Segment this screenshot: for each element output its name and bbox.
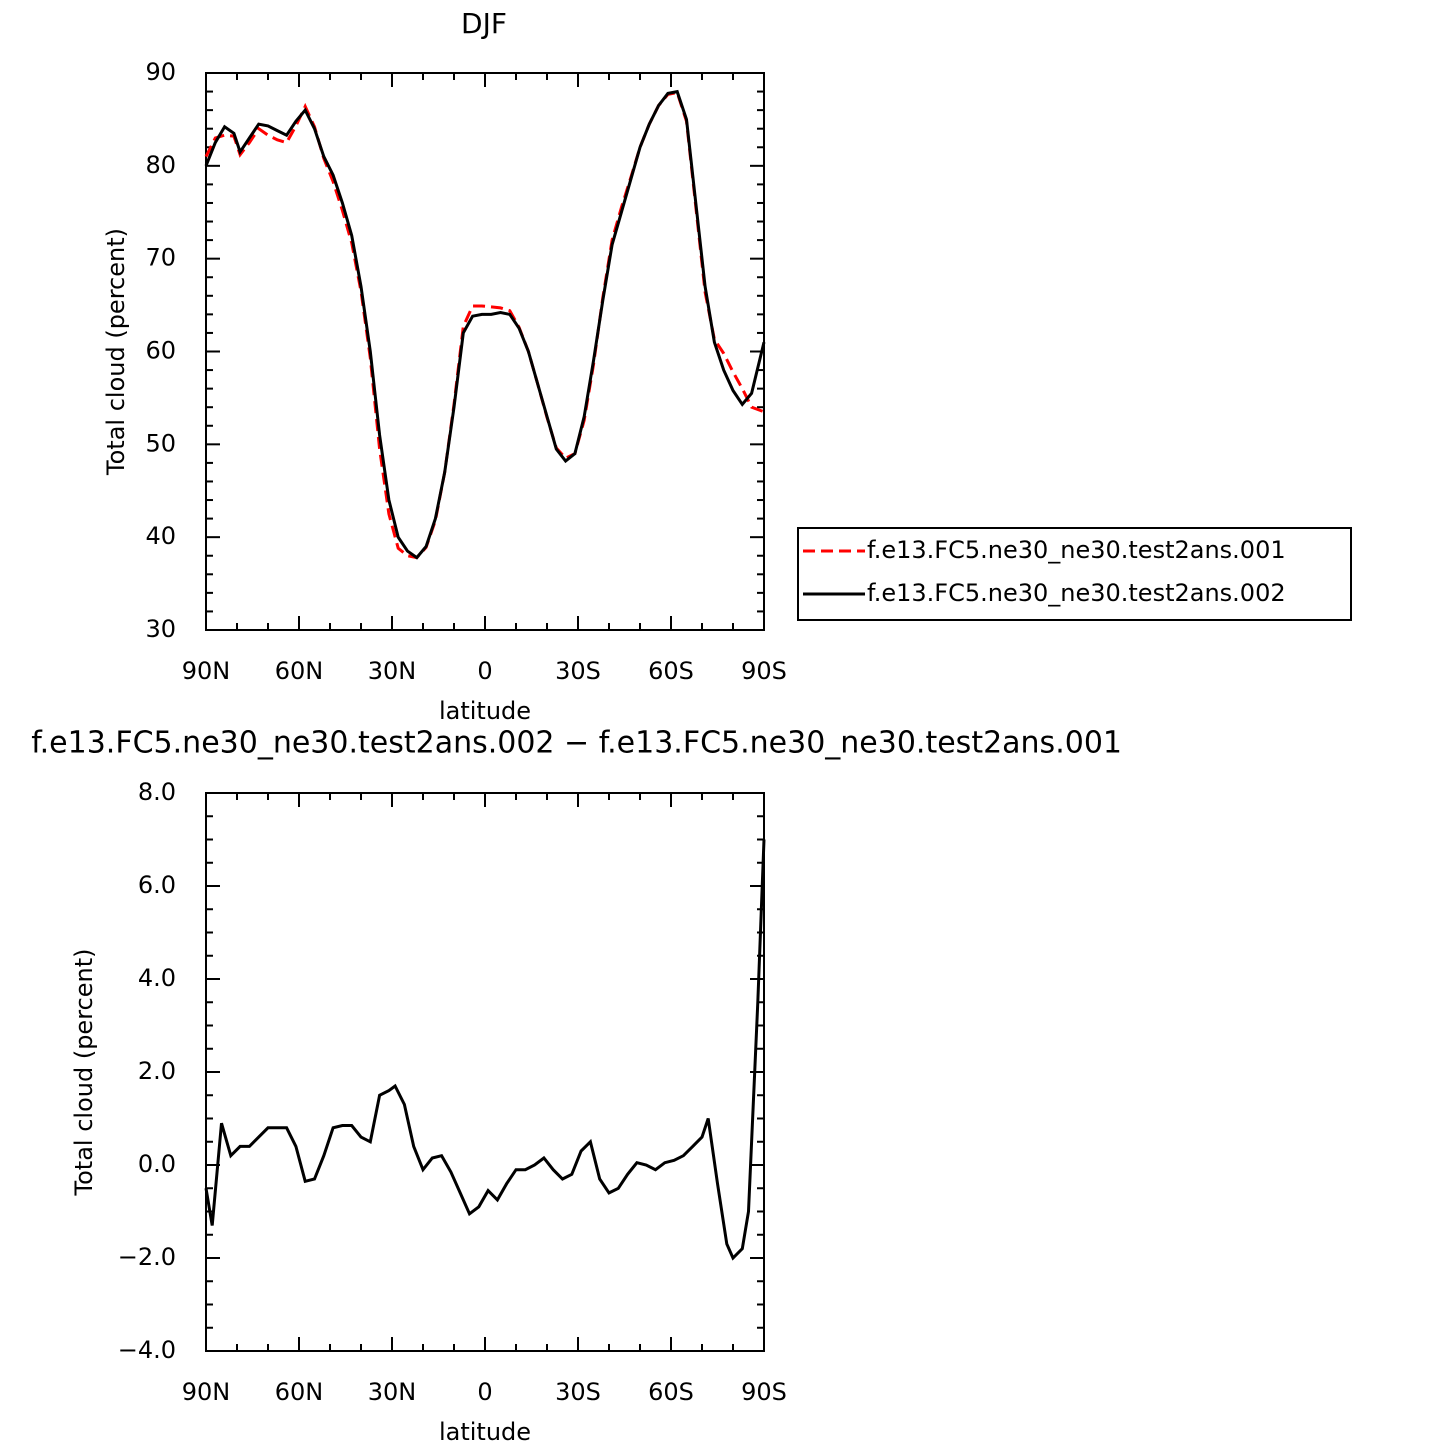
x-tick-label: 60S [648, 1378, 694, 1406]
data-line [204, 90, 765, 560]
plot-frame [205, 72, 765, 631]
x-tick-label: 60N [275, 1378, 324, 1406]
data-line [204, 839, 766, 1261]
y-tick-label: 80 [145, 151, 176, 179]
y-tick-label: 6.0 [138, 871, 176, 899]
y-tick-label: 60 [145, 337, 176, 365]
y-tick-label: 90 [145, 58, 176, 86]
legend-label: f.e13.FC5.ne30_ne30.test2ans.002 [867, 579, 1286, 607]
x-tick-label: 60N [275, 657, 324, 685]
y-tick-label: 30 [145, 615, 176, 643]
x-tick-label: 90N [182, 1378, 231, 1406]
y-tick-label: 4.0 [138, 964, 176, 992]
y-tick-label: 2.0 [138, 1057, 176, 1085]
legend-box [797, 527, 1352, 621]
x-tick-label: 0 [477, 1378, 492, 1406]
x-tick-label: 60S [648, 657, 694, 685]
y-tick-label: 70 [145, 244, 176, 272]
y-tick-label: 0.0 [138, 1150, 176, 1178]
x-axis-label: latitude [439, 697, 531, 725]
y-tick-label: 8.0 [138, 778, 176, 806]
x-tick-label: 0 [477, 657, 492, 685]
y-axis-label: Total cloud (percent) [70, 949, 98, 1197]
chart-title: DJF [461, 7, 507, 40]
x-tick-label: 30N [368, 1378, 417, 1406]
x-axis-label: latitude [439, 1418, 531, 1446]
y-tick-label: 50 [145, 429, 176, 457]
x-tick-label: 90S [741, 657, 787, 685]
x-tick-label: 30S [555, 657, 601, 685]
x-tick-label: 30N [368, 657, 417, 685]
chart-title: f.e13.FC5.ne30_ne30.test2ans.002 − f.e13… [31, 726, 1122, 761]
data-line [204, 89, 766, 560]
y-tick-label: 40 [145, 522, 176, 550]
x-tick-label: 90N [182, 657, 231, 685]
plot-frame [205, 792, 765, 1352]
x-tick-label: 90S [741, 1378, 787, 1406]
legend-label: f.e13.FC5.ne30_ne30.test2ans.001 [867, 536, 1286, 564]
y-tick-label: −4.0 [118, 1336, 176, 1364]
y-tick-label: −2.0 [118, 1243, 176, 1271]
y-axis-label: Total cloud (percent) [102, 228, 130, 476]
x-tick-label: 30S [555, 1378, 601, 1406]
